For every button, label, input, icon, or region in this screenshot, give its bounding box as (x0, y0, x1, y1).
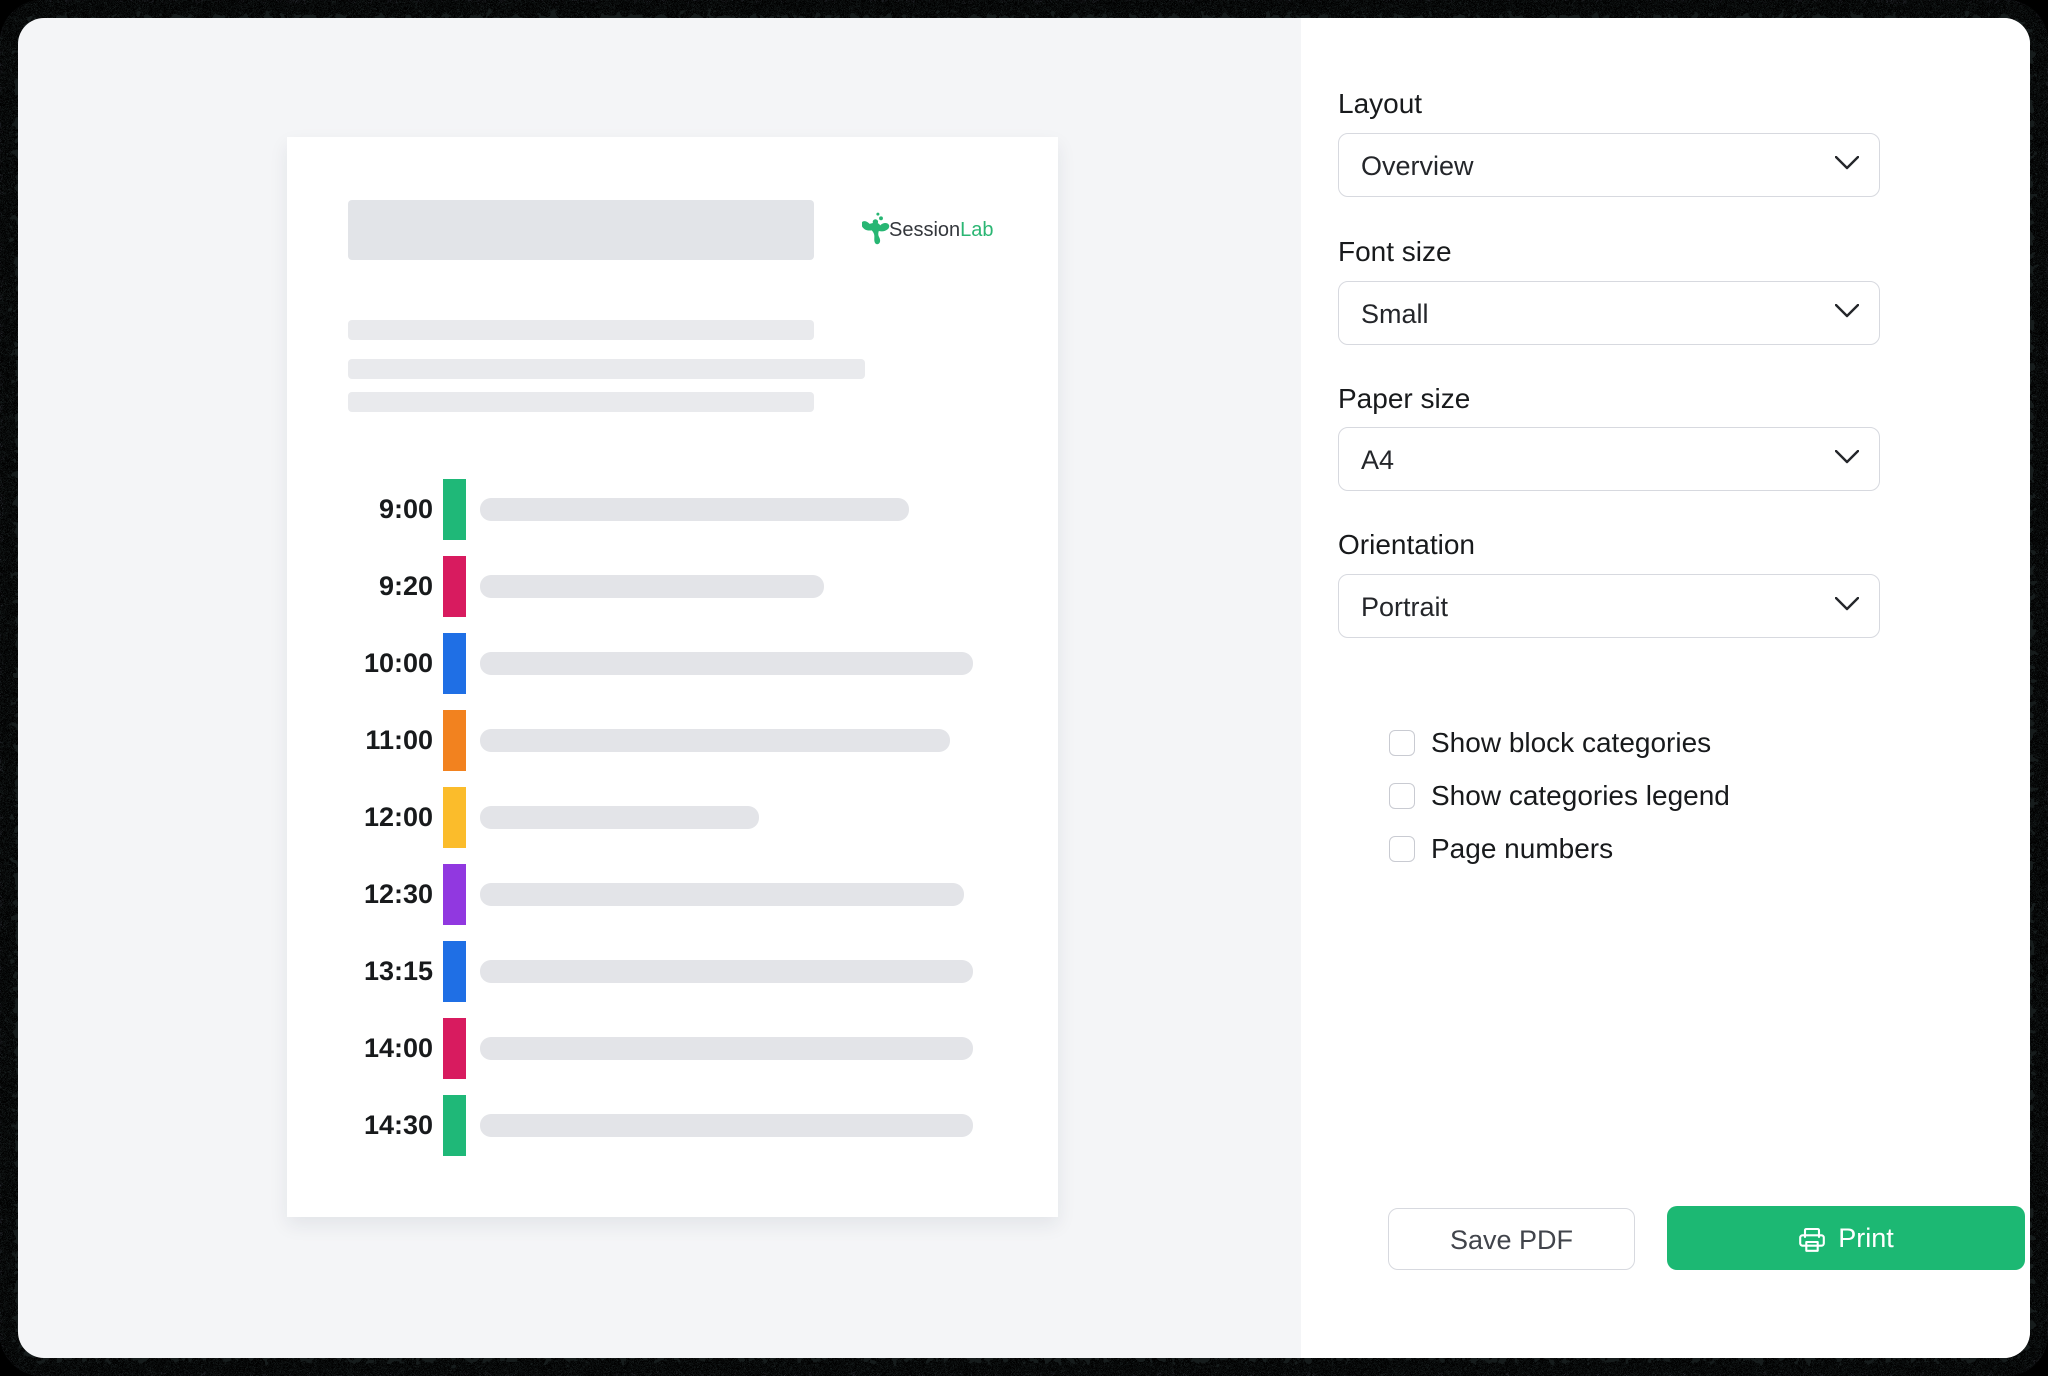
svg-text:SessionLab: SessionLab (889, 219, 994, 241)
